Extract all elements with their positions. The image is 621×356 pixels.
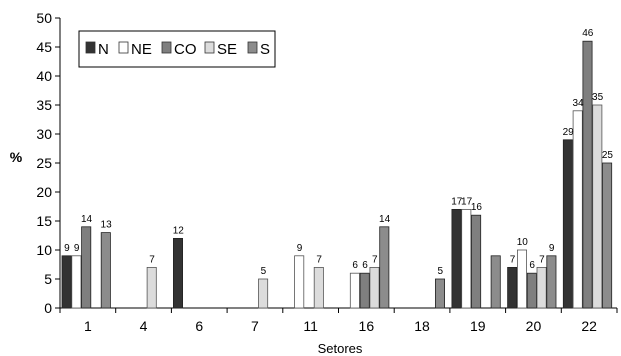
x-tick-label: 19 xyxy=(470,318,486,334)
value-label: 16 xyxy=(471,202,483,213)
legend-swatch-n xyxy=(85,41,96,54)
bar-s xyxy=(434,278,445,309)
value-label: 17 xyxy=(461,196,473,207)
bar-se xyxy=(536,266,547,309)
legend-label-ne: NE xyxy=(131,41,152,58)
x-tick-label: 22 xyxy=(581,318,597,334)
value-label: 6 xyxy=(529,260,535,271)
bar-se xyxy=(313,266,324,309)
x-axis-label: Setores xyxy=(318,341,363,356)
bar-n xyxy=(172,237,183,309)
bar-s xyxy=(490,255,501,309)
x-tick-label: 1 xyxy=(84,318,92,334)
value-label: 7 xyxy=(510,254,516,265)
value-label: 6 xyxy=(352,260,358,271)
y-tick-label: 20 xyxy=(36,184,52,200)
legend-label-n: N xyxy=(98,41,109,58)
value-label: 29 xyxy=(563,127,575,138)
bar-co xyxy=(359,272,370,309)
y-tick-label: 25 xyxy=(36,155,52,171)
value-label: 5 xyxy=(438,266,444,277)
bar-n xyxy=(562,139,573,309)
y-tick-label: 30 xyxy=(36,126,52,142)
value-label: 6 xyxy=(362,260,368,271)
y-tick-label: 0 xyxy=(44,300,52,316)
x-axis: 1 4 6 7 11 16 18 19 20 22 xyxy=(59,307,618,334)
bar-ne xyxy=(349,272,360,309)
y-tick-label: 10 xyxy=(36,242,52,258)
bar-n xyxy=(507,266,518,309)
bar-co xyxy=(471,214,482,309)
value-label: 9 xyxy=(74,243,80,254)
bars xyxy=(61,40,613,309)
bar-co xyxy=(81,226,92,309)
y-tick-label: 5 xyxy=(44,271,52,287)
value-label: 5 xyxy=(261,266,267,277)
y-tick-label: 40 xyxy=(36,68,52,84)
value-label: 34 xyxy=(572,98,584,109)
legend-swatch-se xyxy=(204,41,215,54)
value-label: 14 xyxy=(379,214,391,225)
x-tick-label: 7 xyxy=(251,318,259,334)
bar-ne xyxy=(294,255,305,309)
bar-co xyxy=(582,40,593,309)
value-label: 46 xyxy=(582,28,594,39)
value-label: 7 xyxy=(149,254,155,265)
value-label: 13 xyxy=(101,220,113,231)
value-label: 25 xyxy=(602,150,614,161)
bar-ne xyxy=(572,110,583,309)
value-label: 9 xyxy=(64,243,70,254)
bar-co xyxy=(526,272,537,309)
legend-label-se: SE xyxy=(217,41,237,58)
legend-label-s: S xyxy=(260,41,270,58)
bar-ne xyxy=(517,249,528,309)
value-label: 12 xyxy=(173,225,185,236)
value-label: 35 xyxy=(592,92,604,103)
x-tick-label: 6 xyxy=(195,318,203,334)
y-axis: 0 5 10 15 20 25 30 35 40 45 50 xyxy=(36,10,61,316)
value-label: 9 xyxy=(549,243,555,254)
bar-se xyxy=(369,266,380,309)
bar-se xyxy=(592,104,603,309)
legend-swatch-ne xyxy=(118,41,129,54)
value-label: 9 xyxy=(297,243,303,254)
legend-label-co: CO xyxy=(174,41,197,58)
value-label: 10 xyxy=(517,237,529,248)
y-tick-label: 45 xyxy=(36,39,52,55)
legend-box xyxy=(78,30,276,68)
y-tick-label: 35 xyxy=(36,97,52,113)
value-label: 7 xyxy=(316,254,322,265)
y-axis-label: % xyxy=(10,149,23,165)
bar-s xyxy=(602,162,613,309)
x-tick-label: 11 xyxy=(303,318,318,334)
x-tick-label: 16 xyxy=(359,318,375,334)
legend-swatch-co xyxy=(161,41,172,54)
y-tick-label: 15 xyxy=(36,213,52,229)
bar-n xyxy=(61,255,72,309)
x-tick-label: 20 xyxy=(526,318,542,334)
legend: N NE CO SE S xyxy=(78,30,276,68)
value-label: 7 xyxy=(539,254,545,265)
bar-se xyxy=(258,278,269,309)
value-label: 17 xyxy=(451,196,463,207)
bar-s xyxy=(546,255,557,309)
bar-ne xyxy=(71,255,82,309)
bar-s xyxy=(100,232,111,309)
y-tick-label: 50 xyxy=(36,10,52,26)
value-label: 14 xyxy=(81,214,93,225)
bar-n xyxy=(451,208,462,309)
legend-swatch-s xyxy=(247,41,258,54)
x-tick-label: 4 xyxy=(140,318,148,334)
bar-ne xyxy=(461,208,472,309)
value-label: 7 xyxy=(372,254,378,265)
bar-s xyxy=(379,226,390,309)
x-tick-label: 18 xyxy=(414,318,430,334)
bar-se xyxy=(146,266,157,309)
